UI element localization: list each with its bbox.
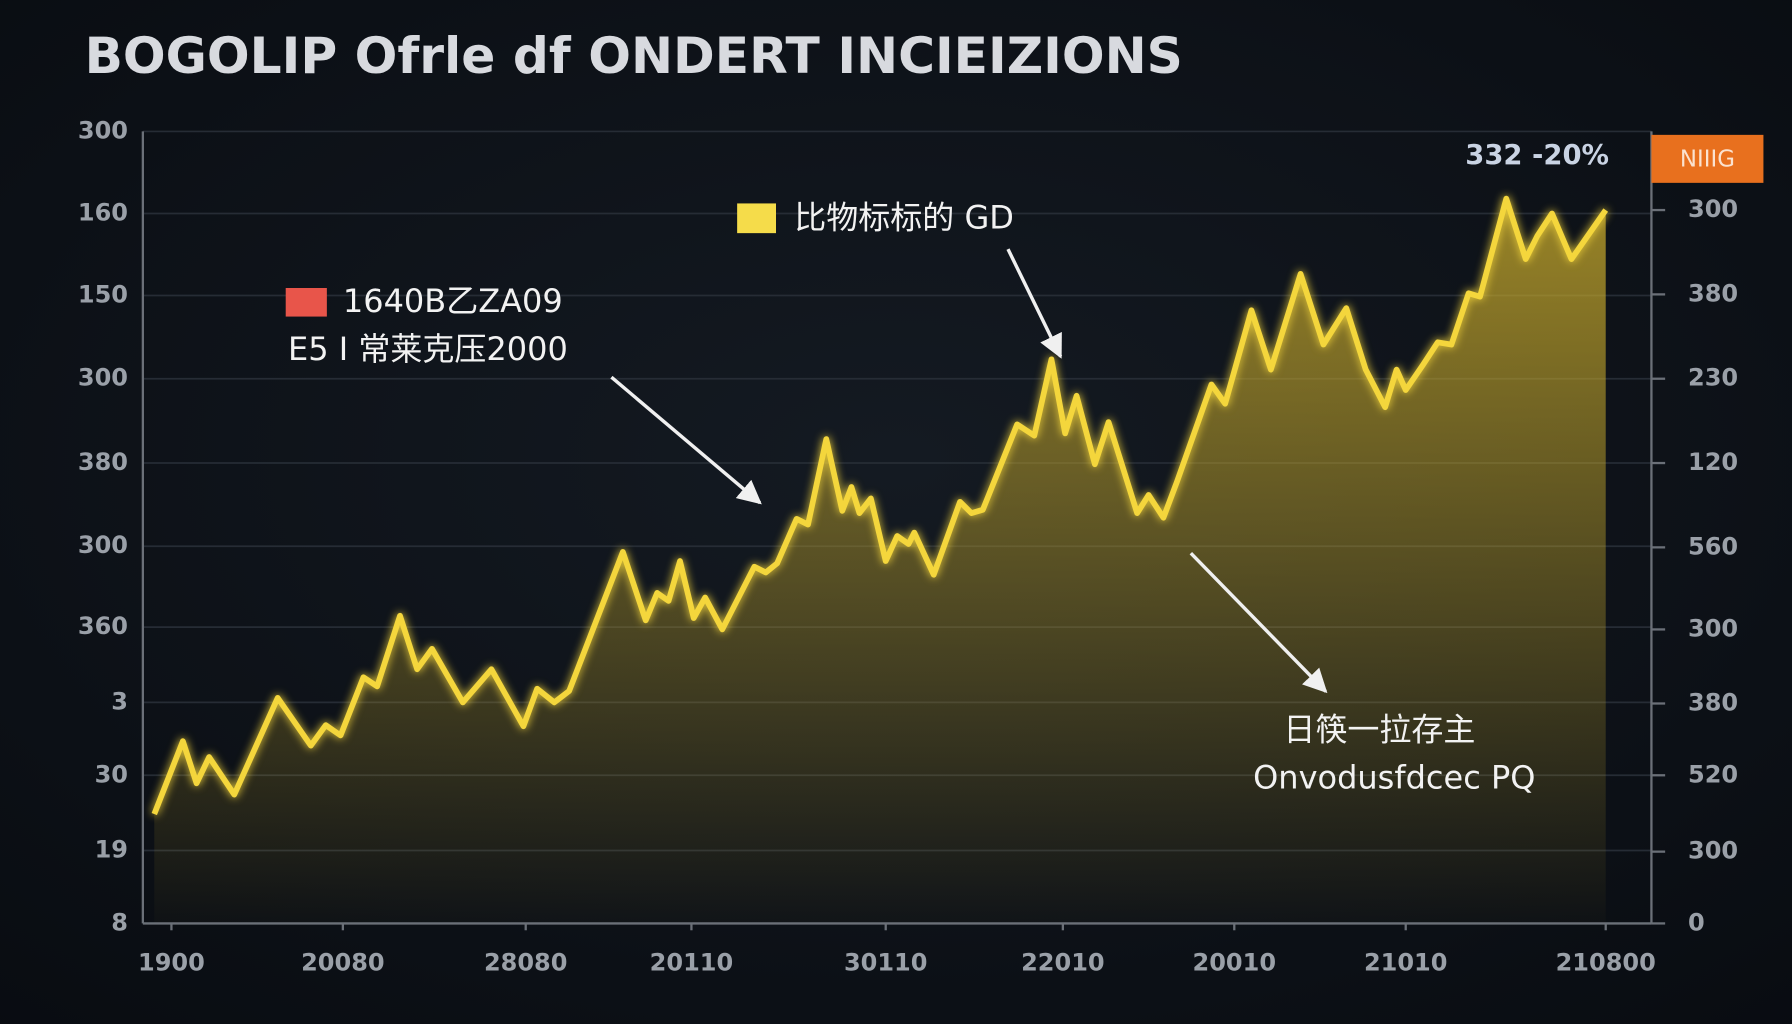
annotation-swatch xyxy=(737,203,776,234)
x-tick-label: 28080 xyxy=(484,948,567,976)
arrow xyxy=(1006,248,1063,359)
y-tick-label: 360 xyxy=(78,612,128,640)
y2-tick-label: 300 xyxy=(1688,195,1738,223)
chart-title: BOGOLIP Ofrle df ONDERT INCIEIZIONS xyxy=(85,26,1183,85)
annotation: 日筷一拉存主 xyxy=(1283,710,1475,748)
y-tick-label: 19 xyxy=(95,835,128,863)
y2-tick-label: 300 xyxy=(1688,837,1738,865)
arrow xyxy=(1189,551,1328,694)
y-tick-label: 3 xyxy=(111,687,128,715)
annotation: 1640B乙ZA09 xyxy=(343,282,563,320)
y-tick-label: 300 xyxy=(78,116,128,144)
x-tick-label: 20110 xyxy=(650,948,734,976)
annotation: Onvodusfdcec PQ xyxy=(1253,758,1535,796)
y2-tick-label: 230 xyxy=(1688,364,1738,392)
annotation: E5 I 常莱克压2000 xyxy=(288,330,568,368)
y-tick-label: 150 xyxy=(78,281,128,309)
x-tick-label: 21010 xyxy=(1364,948,1448,976)
x-tick-label: 20080 xyxy=(301,948,385,976)
x-tick-label: 30110 xyxy=(844,948,928,976)
annotation: 比物标标的 GD xyxy=(794,198,1014,236)
y2-tick-label: 380 xyxy=(1688,688,1738,716)
y2-tick-label: 520 xyxy=(1688,760,1738,788)
line xyxy=(151,195,1609,816)
x-tick-label: 20010 xyxy=(1193,948,1277,976)
x-tick-label: 1900 xyxy=(138,948,205,976)
y-tick-label: 300 xyxy=(78,531,128,559)
tag: NIIIG xyxy=(1680,146,1735,172)
annotation-swatch xyxy=(285,288,327,317)
badge: 332 -20% xyxy=(1465,140,1609,171)
y-tick-label: 380 xyxy=(78,448,128,476)
y2-tick-label: 380 xyxy=(1688,279,1738,307)
x-tick-label: 22010 xyxy=(1021,948,1105,976)
y2-tick-label: 0 xyxy=(1688,908,1705,936)
y2-tick-label: 560 xyxy=(1688,532,1738,560)
y-tick-label: 30 xyxy=(95,760,128,788)
tag-box xyxy=(1651,134,1764,183)
y-tick-label: 160 xyxy=(78,198,128,226)
y2-tick-label: 300 xyxy=(1688,614,1738,642)
arrow xyxy=(610,375,762,505)
y-tick-label: 8 xyxy=(111,908,128,936)
x-tick-label: 210800 xyxy=(1556,948,1656,976)
y-tick-label: 300 xyxy=(78,364,128,392)
area xyxy=(154,198,1606,924)
y2-tick-label: 120 xyxy=(1688,448,1738,476)
